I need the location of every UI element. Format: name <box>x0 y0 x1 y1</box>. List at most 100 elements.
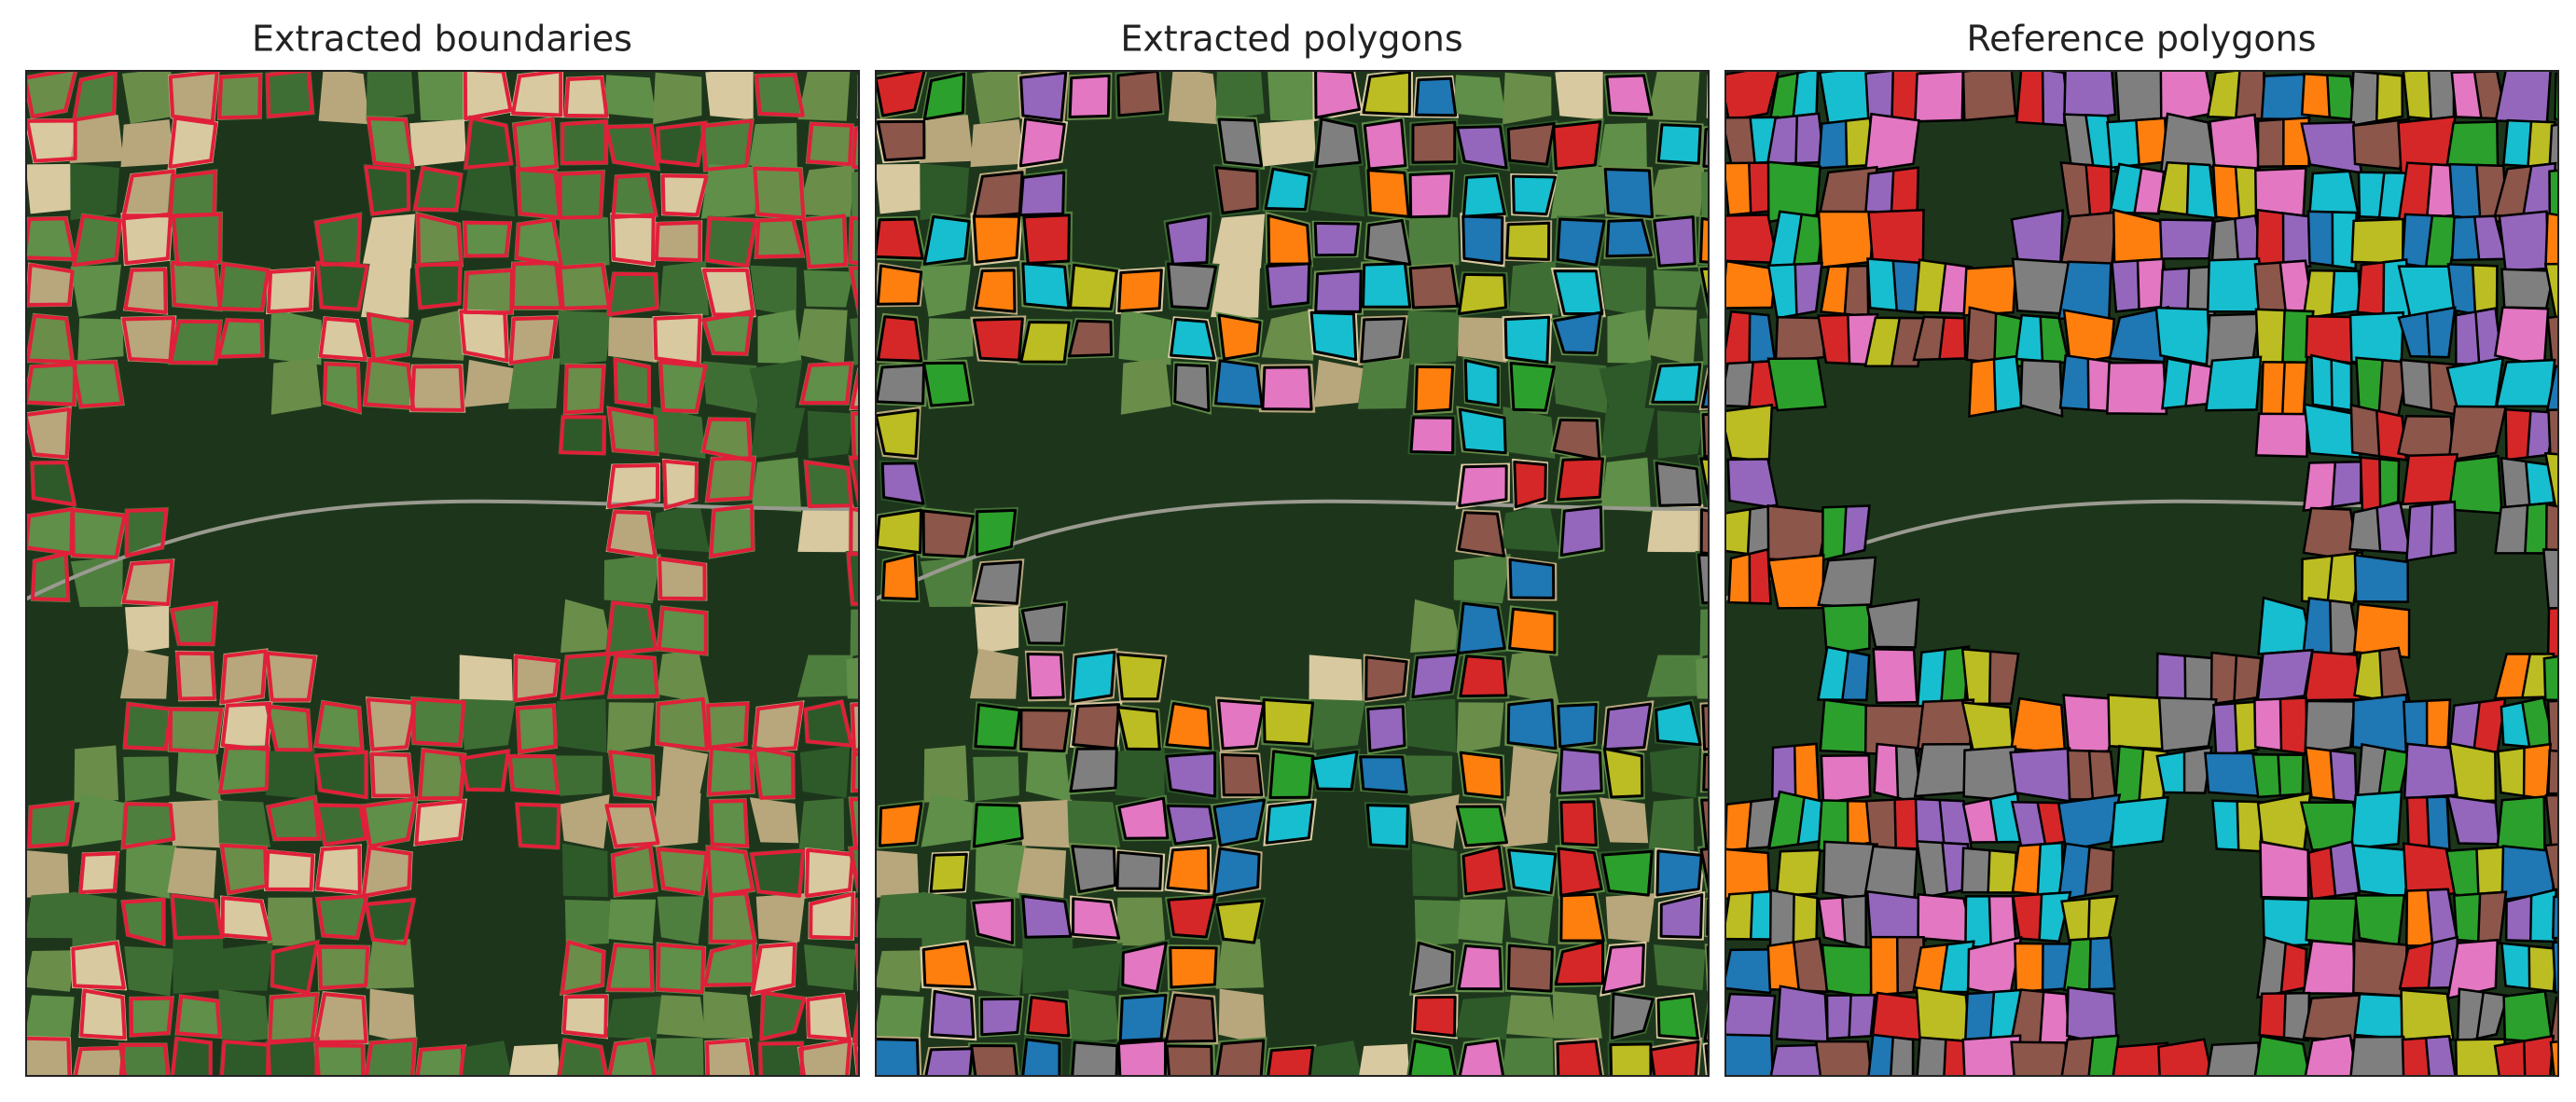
extracted-polygon <box>924 1047 974 1076</box>
field <box>366 71 415 121</box>
extracted-polygon <box>1701 412 1709 459</box>
extracted-polygon <box>1557 457 1604 502</box>
reference-polygon <box>2351 844 2412 900</box>
reference-polygon <box>2136 257 2165 311</box>
field <box>515 703 559 755</box>
field <box>850 609 859 657</box>
extracted-polygon <box>1310 750 1359 792</box>
reference-polygon <box>2495 358 2556 408</box>
field <box>415 211 464 268</box>
boundary <box>362 797 418 848</box>
field <box>755 893 806 943</box>
extracted-polygon <box>930 989 976 1039</box>
reference-polygon <box>2087 936 2116 991</box>
field <box>1653 269 1704 308</box>
extracted-polygon <box>1459 654 1508 698</box>
extracted-polygon <box>1314 117 1362 169</box>
field <box>756 1086 807 1102</box>
reference-polygon <box>2541 548 2558 610</box>
extracted-polygon <box>878 802 923 847</box>
extracted-polygon <box>876 217 924 260</box>
reference-polygon <box>1987 848 2018 894</box>
field <box>76 1087 121 1102</box>
boundary <box>849 506 859 557</box>
field <box>1314 1095 1362 1102</box>
field <box>316 944 371 991</box>
field <box>366 696 418 752</box>
boundary <box>168 319 223 365</box>
boundary <box>563 364 606 415</box>
extracted-polygon <box>1166 846 1211 893</box>
reference-polygon <box>2523 1034 2555 1076</box>
extracted-polygon <box>1268 750 1315 799</box>
field <box>708 890 758 944</box>
boundary <box>71 360 124 408</box>
reference-polygon <box>2349 790 2403 850</box>
field <box>655 696 711 752</box>
extracted-polygon <box>972 899 1014 944</box>
field <box>700 117 755 172</box>
field <box>610 843 658 898</box>
boundary <box>266 267 315 314</box>
field <box>804 944 856 991</box>
field <box>655 120 709 168</box>
boundary <box>414 799 466 846</box>
extracted-polygon <box>1697 553 1709 605</box>
field <box>459 748 511 792</box>
boundary <box>515 802 561 849</box>
extracted-polygon <box>1653 215 1697 268</box>
boundary <box>313 750 368 799</box>
reference-polygon <box>2378 458 2401 509</box>
boundary <box>123 268 168 314</box>
extracted-polygon <box>1414 365 1455 414</box>
boundary <box>266 795 321 841</box>
extracted-polygon <box>1261 365 1313 411</box>
field <box>26 118 78 164</box>
boundary <box>846 552 859 606</box>
field <box>267 897 316 946</box>
field <box>700 309 755 356</box>
reference-polygon <box>2277 753 2305 797</box>
extracted-polygon <box>972 803 1024 848</box>
field <box>605 462 660 510</box>
reference-polygon <box>2331 211 2358 270</box>
boundary <box>854 898 859 937</box>
field <box>2110 1086 2167 1102</box>
extracted-polygon <box>1552 120 1602 171</box>
reference-polygon <box>2204 355 2263 412</box>
reference-polygon <box>2114 71 2167 124</box>
reference-polygon <box>2403 742 2458 800</box>
reference-polygon <box>2010 696 2067 755</box>
extracted-polygon <box>1021 1038 1061 1076</box>
field <box>167 707 225 755</box>
reference-polygon <box>2281 212 2312 270</box>
boundary <box>220 896 272 942</box>
reference-polygon <box>2353 992 2408 1040</box>
field <box>559 211 610 269</box>
reference-polygon <box>2352 939 2408 998</box>
extracted-polygon <box>1656 994 1699 1040</box>
field <box>167 169 218 219</box>
boundary <box>123 702 173 751</box>
boundary <box>701 268 755 317</box>
boundary <box>77 1089 118 1102</box>
field <box>515 166 562 221</box>
field <box>361 263 411 318</box>
extracted-polygon <box>1116 71 1163 117</box>
extracted-polygon <box>1267 1045 1315 1076</box>
reference-polygon <box>2425 698 2452 751</box>
extracted-polygon <box>1221 753 1264 797</box>
field <box>1647 71 1700 121</box>
field <box>167 115 219 170</box>
reference-polygon <box>1990 1083 2018 1102</box>
field <box>26 362 78 407</box>
boundary <box>561 119 608 165</box>
panel-image <box>876 71 1709 1102</box>
extracted-polygon <box>1655 849 1703 897</box>
extracted-polygon <box>1556 1040 1603 1076</box>
extracted-polygon <box>1457 944 1503 991</box>
field <box>1600 407 1655 459</box>
reference-polygon <box>1820 753 1872 805</box>
boundary <box>561 994 608 1039</box>
field <box>1116 897 1166 946</box>
